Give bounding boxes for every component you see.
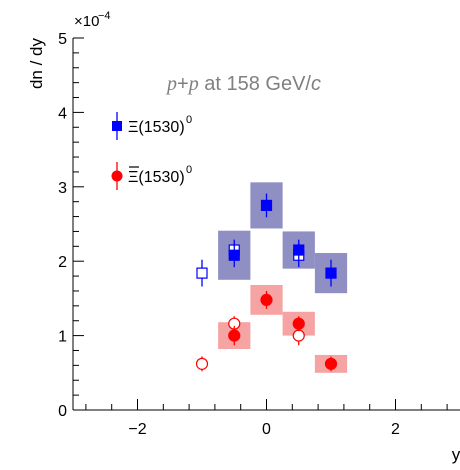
annotation-part: +: [177, 73, 189, 95]
legend-label: Ξ(1530): [128, 169, 185, 186]
energy-annotation: p+p at 158 GeV/c: [165, 73, 321, 95]
legend-circle-marker: [111, 170, 123, 182]
legend-superscript: 0: [186, 164, 192, 176]
y-exponent-power: −4: [98, 10, 111, 22]
x-tick-label: −2: [128, 421, 146, 438]
legend: Ξ(1530) 0Ξ(1530) 0: [111, 112, 192, 190]
xi-filled-marker: [260, 199, 273, 211]
y-tick-label: 0: [58, 403, 67, 420]
y-tick-label: 4: [58, 105, 67, 122]
antixi-filled-marker: [260, 293, 273, 306]
axes: [72, 37, 460, 411]
annotation-part: c: [311, 73, 321, 95]
legend-label: Ξ(1530): [128, 119, 185, 136]
y-tick-label: 5: [58, 31, 67, 48]
xi-filled-marker: [325, 267, 337, 279]
x-tick-label: 2: [391, 421, 400, 438]
y-exponent-label: ×10: [74, 13, 99, 30]
antixi-filled-marker: [228, 329, 241, 342]
annotation-part: p: [187, 73, 199, 95]
x-tick-label: 0: [262, 421, 271, 438]
y-axis-label: dn / dy: [27, 38, 46, 90]
antixi-open-marker: [292, 329, 305, 342]
axis-labels: 0 1 2 3 4 5 −2 0 2 y dn / dy ×10−4 p+p at 158 GeV/c: [27, 10, 460, 464]
y-tick-label: 1: [58, 329, 67, 346]
antixi-filled-marker: [324, 357, 338, 370]
xi-open-marker: [196, 267, 208, 279]
legend-superscript: 0: [186, 114, 192, 126]
antixi-filled-marker: [292, 317, 305, 330]
data-points: [195, 193, 338, 372]
annotation-part: p: [165, 73, 177, 95]
xi-filled-marker: [228, 249, 240, 261]
antixi-open-marker: [195, 357, 209, 370]
legend-square-marker: [112, 121, 122, 131]
y-tick-label: 2: [58, 254, 67, 271]
annotation-part: at 158 GeV/: [199, 73, 312, 95]
xi-filled-marker: [293, 244, 305, 256]
y-tick-label: 3: [58, 180, 67, 197]
x-axis-label: y: [452, 445, 460, 464]
